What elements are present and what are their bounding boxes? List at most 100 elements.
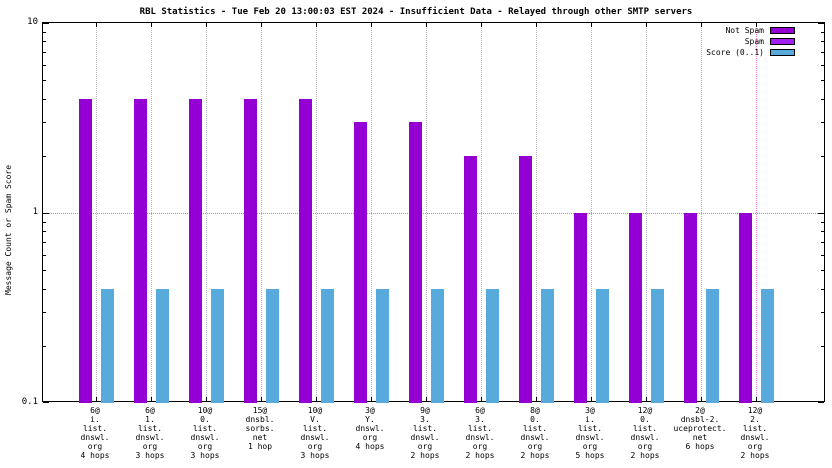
y-tick-mark (821, 52, 824, 54)
y-tick-label: 10 (27, 17, 38, 27)
x-tick-label: 2@ dnsbl-2. uceprotect. net 6 hops (673, 406, 727, 451)
y-tick-mark (818, 23, 824, 24)
y-tick-mark (43, 98, 46, 100)
v-gridline (426, 23, 427, 401)
y-tick-mark (818, 402, 824, 403)
x-tick-label: 12@ 2. list. dnswl. org 2 hops (740, 406, 770, 460)
x-tick-mark (316, 397, 317, 401)
x-tick-mark (151, 23, 152, 27)
y-tick-mark (43, 270, 46, 272)
legend-label: Score (0..1) (706, 48, 764, 57)
x-tick-mark (261, 23, 262, 27)
x-tick-label: 10@ V. list. dnswl. org 3 hops (300, 406, 330, 460)
y-tick-mark (821, 312, 824, 314)
v-gridline (206, 23, 207, 401)
y-tick-mark (43, 231, 46, 233)
y-tick-mark (821, 270, 824, 272)
bar-not-spam (353, 122, 367, 403)
legend-swatch (770, 38, 795, 45)
x-tick-mark (481, 397, 482, 401)
x-tick-label: 3@ Y. dnswl. org 4 hops (355, 406, 385, 451)
highlight-line (756, 23, 757, 401)
x-tick-mark (646, 23, 647, 27)
y-tick-mark (818, 213, 824, 214)
x-tick-mark (701, 23, 702, 27)
bar-not-spam (78, 98, 92, 403)
legend-label: Not Spam (725, 26, 764, 35)
y-tick-mark (43, 41, 46, 43)
x-tick-mark (756, 397, 757, 401)
x-tick-mark (536, 397, 537, 401)
bar-not-spam (573, 213, 587, 403)
legend-item: Not Spam (725, 26, 795, 35)
x-tick-mark (426, 397, 427, 401)
x-tick-mark (756, 23, 757, 27)
x-tick-mark (591, 397, 592, 401)
chart-title: RBL Statistics - Tue Feb 20 13:00:03 EST… (139, 7, 693, 17)
x-tick-mark (591, 23, 592, 27)
x-tick-mark (206, 23, 207, 27)
y-tick-mark (43, 122, 46, 124)
x-tick-mark (481, 23, 482, 27)
y-tick-label: 1 (32, 207, 38, 217)
x-tick-label: 9@ 3. list. dnswl. org 2 hops (410, 406, 440, 460)
bar-not-spam (683, 213, 697, 403)
x-tick-mark (371, 23, 372, 27)
bar-score-0-1 (265, 288, 279, 403)
x-tick-label: 6@ 3. list. dnswl. org 2 hops (465, 406, 495, 460)
bar-score-0-1 (540, 288, 554, 403)
x-tick-label: 3@ i. list. dnswl. org 5 hops (575, 406, 605, 460)
y-tick-mark (821, 242, 824, 244)
v-gridline (481, 23, 482, 401)
v-gridline (151, 23, 152, 401)
bar-score-0-1 (155, 288, 169, 403)
x-tick-mark (646, 397, 647, 401)
y-tick-mark (43, 288, 46, 290)
x-tick-mark (701, 397, 702, 401)
y-tick-mark (821, 221, 824, 223)
y-tick-mark (43, 155, 46, 157)
x-tick-mark (371, 397, 372, 401)
y-tick-mark (821, 345, 824, 347)
y-tick-mark (821, 231, 824, 233)
bar-not-spam (738, 213, 752, 403)
x-tick-label: 8@ 0. list. dnswl. org 2 hops (520, 406, 550, 460)
x-tick-mark (536, 23, 537, 27)
bar-not-spam (298, 98, 312, 403)
y-tick-mark (821, 41, 824, 43)
v-gridline (371, 23, 372, 401)
x-tick-mark (316, 23, 317, 27)
bar-score-0-1 (100, 288, 114, 403)
bar-score-0-1 (320, 288, 334, 403)
x-tick-mark (151, 397, 152, 401)
legend-item: Spam (745, 37, 795, 46)
plot-area (42, 22, 825, 403)
y-tick-mark (821, 65, 824, 67)
y-tick-mark (43, 31, 46, 33)
bar-score-0-1 (595, 288, 609, 403)
bar-not-spam (463, 155, 477, 403)
bar-not-spam (133, 98, 147, 403)
bar-not-spam (518, 155, 532, 403)
y-tick-mark (821, 155, 824, 157)
legend-item: Score (0..1) (706, 48, 795, 57)
bar-score-0-1 (705, 288, 719, 403)
x-tick-label: 6@ i. list. dnswl. org 4 hops (80, 406, 110, 460)
bar-score-0-1 (210, 288, 224, 403)
x-tick-mark (206, 397, 207, 401)
y-tick-mark (821, 122, 824, 124)
y-tick-mark (43, 23, 49, 24)
x-tick-mark (96, 23, 97, 27)
y-tick-mark (43, 80, 46, 82)
bar-score-0-1 (430, 288, 444, 403)
bar-score-0-1 (485, 288, 499, 403)
v-gridline (316, 23, 317, 401)
legend-label: Spam (744, 37, 764, 46)
y-tick-mark (43, 52, 46, 54)
h-gridline (43, 213, 824, 214)
x-tick-label: 6@ 1. list. dnswl. org 3 hops (135, 406, 165, 460)
v-gridline (261, 23, 262, 401)
y-tick-mark (821, 98, 824, 100)
x-tick-label: 12@ 0. list. dnswl. org 2 hops (630, 406, 660, 460)
